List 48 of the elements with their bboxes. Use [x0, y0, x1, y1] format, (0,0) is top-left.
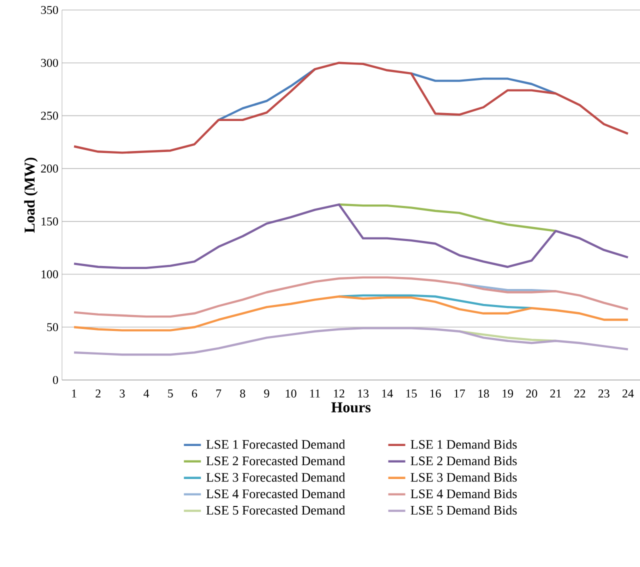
x-tick-label: 9 [264, 390, 270, 398]
x-tick-label: 2 [96, 390, 100, 398]
x-tick-label: 19 [502, 390, 514, 398]
x-tick-label: 13 [358, 390, 369, 398]
y-tick-label: 250 [41, 112, 58, 120]
x-tick-label: 15 [406, 390, 417, 398]
x-tick-label: 23 [598, 390, 610, 398]
legend-label: LSE 3 Demand Bids [410, 472, 517, 482]
y-axis-title: Load (MW) [24, 158, 38, 233]
x-tick-label: 4 [144, 390, 150, 398]
legend-label: LSE 4 Demand Bids [410, 489, 517, 498]
legend-label: LSE 3 Forecasted Demand [206, 472, 346, 482]
legend-label: LSE 5 Forecasted Demand [206, 506, 346, 515]
x-tick-label: 5 [168, 390, 173, 398]
x-tick-label: 7 [216, 390, 222, 398]
x-tick-label: 10 [286, 390, 296, 398]
legend-label: LSE 5 Demand Bids [410, 506, 517, 515]
x-tick-label: 22 [574, 390, 586, 398]
line-series [72, 203, 630, 270]
line-series [72, 62, 630, 154]
legend-label: LSE 2 Demand Bids [410, 456, 517, 466]
legend-label: LSE 2 Forecasted Demand [206, 456, 346, 466]
x-tick-label: 21 [550, 390, 561, 398]
x-tick-label: 8 [240, 390, 246, 398]
legend-label: LSE 1 Demand Bids [410, 440, 517, 449]
x-axis-title: Hours [331, 402, 371, 412]
y-tick-label: 50 [47, 323, 58, 332]
x-tick-label: 16 [430, 390, 441, 398]
x-tick-label: 12 [334, 390, 344, 398]
y-tick-label: 200 [41, 164, 58, 173]
x-tick-label: 18 [478, 390, 489, 398]
y-tick-label: 300 [41, 58, 58, 67]
line-series [72, 276, 630, 318]
legend-label: LSE 1 Forecasted Demand [206, 440, 346, 449]
x-tick-label: 11 [310, 390, 320, 398]
line-series [338, 203, 557, 232]
y-tick-label: 350 [41, 6, 58, 14]
x-tick-label: 6 [192, 390, 198, 398]
y-tick-label: 100 [42, 270, 58, 278]
x-tick-label: 14 [382, 390, 393, 398]
y-tick-label: 0 [52, 376, 58, 384]
legend-label: LSE 4 Forecasted Demand [206, 489, 346, 498]
x-tick-label: 3 [120, 390, 125, 398]
x-tick-label: 1 [72, 390, 76, 398]
x-tick-label: 20 [526, 390, 538, 398]
x-tick-label: 17 [454, 390, 466, 398]
x-tick-label: 24 [622, 390, 634, 398]
y-tick-label: 150 [42, 217, 58, 226]
